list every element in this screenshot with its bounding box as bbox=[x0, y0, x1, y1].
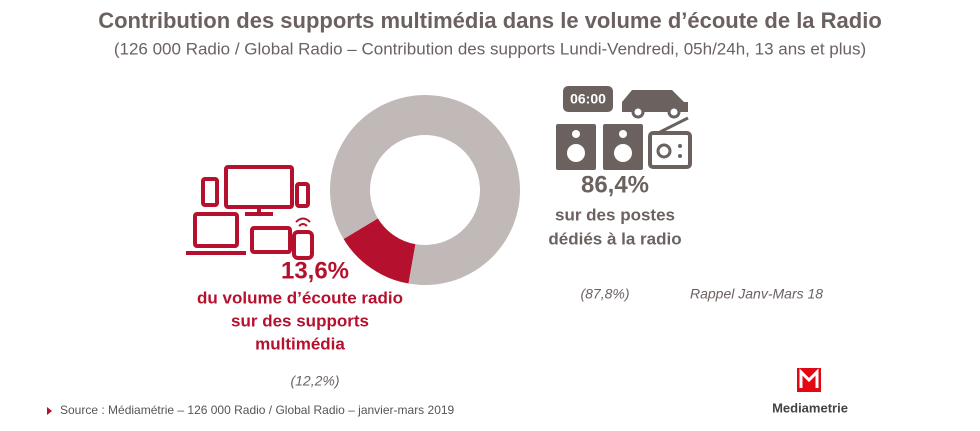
clock-display: 06:00 bbox=[570, 91, 606, 107]
radio-icons: 06:00 bbox=[556, 86, 692, 170]
pie-slice bbox=[343, 218, 416, 284]
pie-slice bbox=[329, 95, 520, 286]
value-label: 86,4% bbox=[581, 171, 649, 198]
chart-subtitle: (126 000 Radio / Global Radio – Contribu… bbox=[114, 39, 866, 58]
slice-description: sur des postes bbox=[555, 205, 675, 224]
logo-text: Mediametrie bbox=[772, 400, 848, 415]
previous-value: (12,2%) bbox=[290, 373, 339, 389]
source: Source : Médiamétrie – 126 000 Radio / G… bbox=[60, 403, 455, 417]
chart-title: Contribution des supports multimédia dan… bbox=[98, 8, 882, 33]
slice-description: dédiés à la radio bbox=[548, 229, 681, 248]
previous-value: (87,8%) bbox=[580, 286, 629, 302]
slice-description: du volume d’écoute radio bbox=[197, 288, 403, 307]
previous-note: Rappel Janv-Mars 18 bbox=[690, 286, 823, 302]
value-label: 13,6% bbox=[281, 257, 349, 284]
slice-description: sur des supports bbox=[231, 311, 369, 330]
logo: Mediametrie bbox=[772, 368, 848, 415]
slice-description: multimédia bbox=[255, 334, 345, 353]
multimedia-icons bbox=[186, 165, 314, 260]
bullet bbox=[47, 407, 52, 415]
